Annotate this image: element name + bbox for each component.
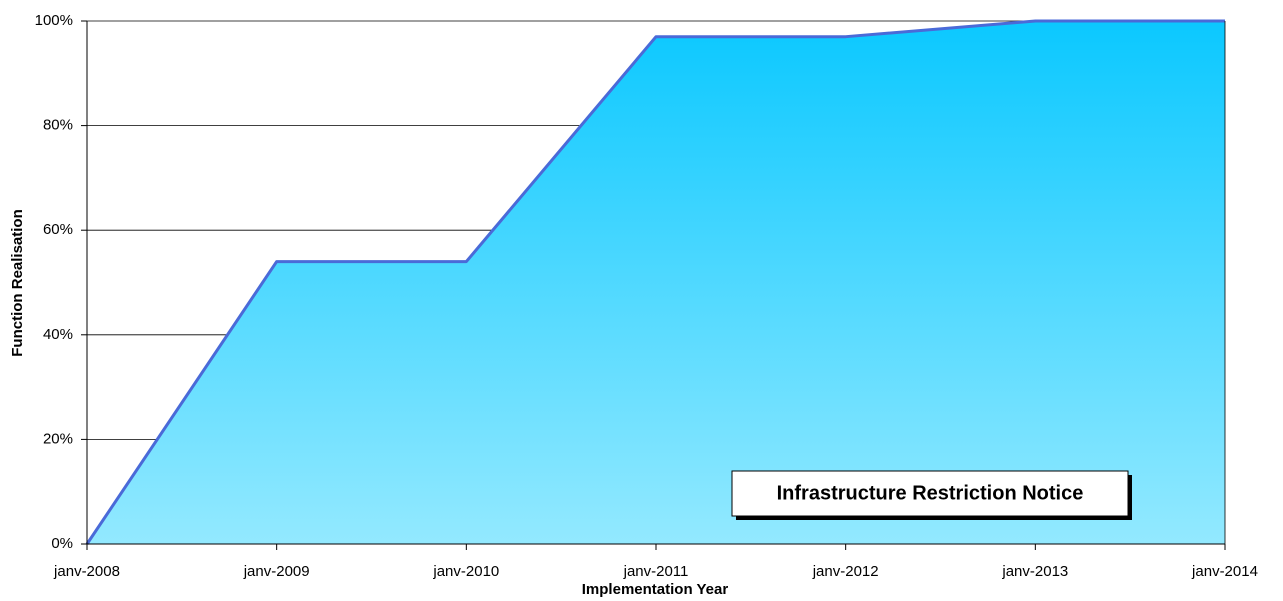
y-tick-label: 20% bbox=[43, 430, 73, 447]
y-tick-label: 40% bbox=[43, 326, 73, 343]
y-tick-label: 60% bbox=[43, 221, 73, 238]
y-tick-label: 100% bbox=[35, 12, 73, 29]
y-axis-title: Function Realisation bbox=[9, 209, 26, 357]
y-tick-label: 0% bbox=[51, 535, 73, 552]
plot bbox=[85, 19, 1226, 545]
x-tick-label: janv-2014 bbox=[1191, 563, 1258, 580]
x-tick-label: janv-2012 bbox=[812, 563, 879, 580]
x-tick-label: janv-2013 bbox=[1001, 563, 1068, 580]
y-tick-label: 80% bbox=[43, 117, 73, 134]
x-axis-title: Implementation Year bbox=[582, 581, 729, 598]
area bbox=[87, 21, 1225, 544]
x-tick-label: janv-2008 bbox=[53, 563, 120, 580]
x-tick-label: janv-2011 bbox=[623, 563, 689, 580]
annotation: Infrastructure Restriction Notice bbox=[777, 482, 1084, 504]
annotation-box bbox=[731, 470, 1129, 517]
x-tick-label: janv-2009 bbox=[243, 563, 310, 580]
x-tick-label: janv-2010 bbox=[432, 563, 499, 580]
area-line bbox=[85, 19, 1225, 545]
